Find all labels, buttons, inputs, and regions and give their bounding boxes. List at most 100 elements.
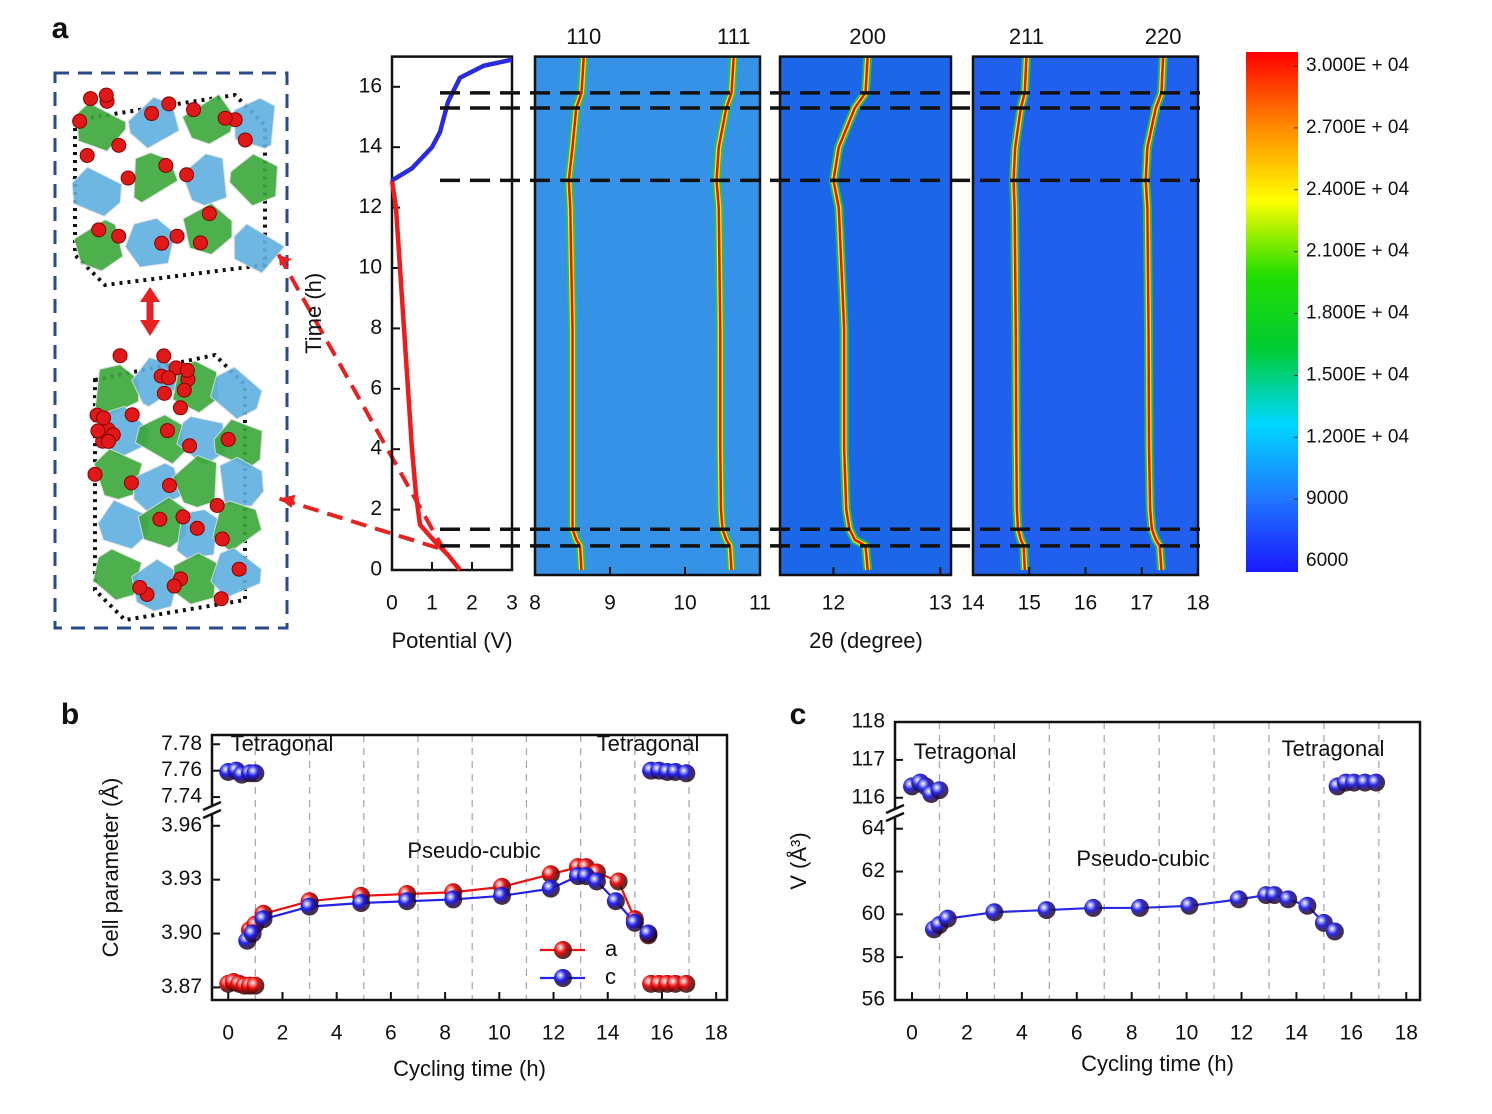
x-tick-label: 10 — [673, 592, 696, 615]
series-line — [390, 57, 513, 183]
oxygen-atom — [156, 348, 172, 364]
data-point — [352, 894, 371, 913]
data-point — [609, 872, 628, 891]
panel-label: c — [790, 698, 807, 731]
oxygen-atom — [172, 400, 188, 416]
plot-frame — [210, 733, 729, 1002]
x-tick-label: 16 — [1340, 1022, 1363, 1045]
legend-label: c — [605, 964, 616, 989]
x-tick-label: 2 — [961, 1022, 973, 1045]
data-point — [444, 890, 463, 909]
x-tick-label: 18 — [1395, 1022, 1418, 1045]
oxygen-atom — [179, 362, 195, 378]
data-point — [493, 886, 512, 905]
y-tick-label: 116 — [852, 785, 885, 808]
oxygen-atom — [156, 385, 172, 401]
oxygen-atom — [161, 477, 177, 493]
oxygen-atom — [189, 520, 205, 536]
oxygen-atom — [132, 579, 148, 595]
data-point — [1037, 901, 1056, 920]
oxygen-atom — [166, 578, 182, 594]
x-tick-label: 14 — [1285, 1022, 1309, 1045]
data-point — [1229, 890, 1248, 909]
map-background — [973, 56, 1198, 576]
oxygen-atom — [161, 96, 177, 112]
structure-frame — [53, 71, 289, 630]
data-point — [1298, 896, 1317, 915]
tetrahedron — [133, 152, 179, 204]
tetrahedron — [172, 454, 218, 508]
oxygen-atom — [201, 206, 217, 222]
peak-label: 200 — [849, 24, 886, 49]
oxygen-atom — [237, 132, 253, 148]
legend-marker — [554, 941, 572, 959]
annotation: Tetragonal — [1282, 736, 1385, 761]
data-point — [243, 924, 262, 943]
data-point — [246, 764, 265, 783]
data-point — [541, 865, 560, 884]
y-axis-label: Time (h) — [301, 273, 326, 354]
colorbar-label: 2.400E + 04 — [1306, 179, 1409, 200]
x-tick-label: 0 — [386, 592, 398, 615]
y-axis-label: V (Å³) — [786, 832, 811, 889]
x-tick-label: 12 — [822, 592, 845, 615]
oxygen-atom — [72, 113, 88, 129]
data-point — [639, 924, 658, 943]
x-tick-label: 0 — [906, 1022, 918, 1045]
oxygen-atom — [182, 438, 198, 454]
arrow-head — [140, 287, 160, 302]
annotation: Pseudo-cubic — [407, 838, 540, 863]
x-tick-label: 11 — [749, 592, 771, 615]
colorbar-label: 1.200E + 04 — [1306, 426, 1409, 447]
oxygen-atom — [213, 591, 229, 607]
data-point — [1325, 922, 1344, 941]
colorbar-label: 1.500E + 04 — [1306, 364, 1409, 385]
data-point — [398, 892, 417, 911]
x-tick-label: 8 — [1126, 1022, 1138, 1045]
y-tick-label: 7.74 — [161, 785, 202, 808]
x-tick-label: 14 — [596, 1022, 620, 1045]
x-tick-label: 18 — [1186, 592, 1209, 615]
data-point — [1180, 896, 1199, 915]
x-axis-label: Cycling time (h) — [393, 1056, 546, 1081]
data-point — [541, 879, 560, 898]
data-point — [625, 913, 644, 932]
series-line — [389, 180, 462, 572]
y-tick-label: 60 — [862, 902, 885, 925]
y-tick-label: 4 — [370, 437, 382, 460]
colorbar-label: 9000 — [1306, 488, 1348, 509]
data-point — [587, 872, 606, 891]
colorbar-label: 3.000E + 04 — [1306, 55, 1409, 76]
plot-frame — [390, 55, 514, 572]
x-tick-label: 13 — [929, 592, 952, 615]
arrow-head — [140, 320, 160, 336]
y-axis-label: Cell parameter (Å) — [98, 778, 123, 958]
oxygen-atom — [209, 497, 225, 513]
arrow-head — [278, 255, 293, 266]
map-frame — [533, 55, 762, 577]
oxygen-atom — [112, 348, 128, 364]
oxygen-atom — [231, 561, 247, 577]
oxygen-atom — [79, 147, 95, 163]
x-tick-label: 2 — [277, 1022, 289, 1045]
colorbar-label: 1.800E + 04 — [1306, 303, 1409, 324]
oxygen-atom — [91, 222, 107, 238]
oxygen-atom — [176, 382, 192, 398]
oxygen-atom — [100, 433, 116, 449]
legend-marker — [554, 969, 572, 987]
x-tick-label: 12 — [542, 1022, 565, 1045]
x-tick-label: 8 — [529, 592, 541, 615]
peak-label: 220 — [1145, 24, 1182, 49]
oxygen-atom — [158, 157, 174, 173]
y-tick-label: 7.76 — [161, 758, 202, 781]
x-tick-label: 6 — [1071, 1022, 1083, 1045]
x-axis-label: Cycling time (h) — [1081, 1051, 1234, 1076]
y-tick-label: 6 — [370, 376, 382, 399]
peak-label: 110 — [566, 24, 601, 49]
data-point — [985, 903, 1004, 922]
tetrahedron — [229, 153, 279, 207]
y-tick-label: 7.78 — [161, 732, 202, 755]
y-tick-label: 3.93 — [161, 867, 202, 890]
tetrahedron — [73, 219, 124, 272]
octahedron — [219, 456, 265, 507]
